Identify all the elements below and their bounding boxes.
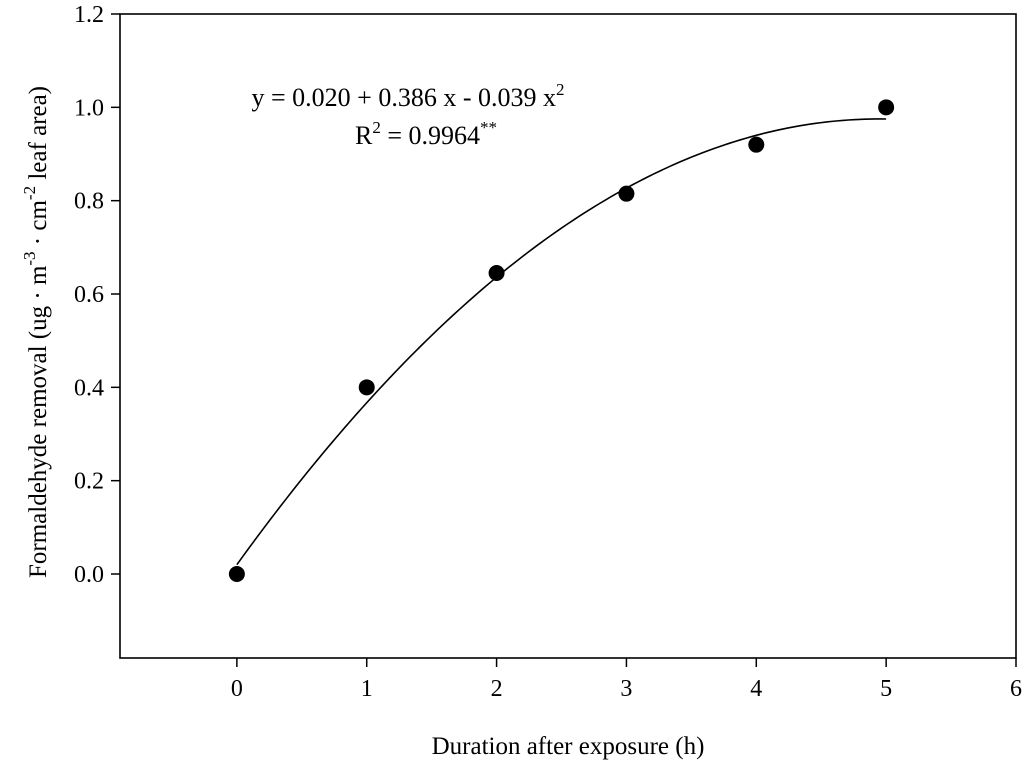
data-point [228, 566, 245, 582]
points-layer [228, 99, 895, 582]
y-tick-label: 0.2 [74, 469, 104, 495]
y-tick-label: 0.6 [74, 282, 104, 308]
x-tick-label: 1 [361, 676, 373, 702]
data-point [358, 379, 375, 396]
r-squared-label: R2 = 0.9964** [355, 118, 497, 150]
x-tick-label: 2 [491, 676, 503, 702]
x-tick-label: 0 [231, 676, 243, 702]
y-tick-label: 1.2 [74, 2, 104, 28]
y-tick-label: 0.4 [74, 375, 104, 401]
plot-area-border [119, 13, 1017, 659]
fit-equation: y = 0.020 + 0.386 x - 0.039 x2 [252, 80, 565, 112]
y-tick-label: 0.8 [74, 189, 104, 215]
fit-layer [236, 118, 887, 566]
data-point [878, 99, 895, 116]
x-axis-ticks: 0 1 2 3 4 5 6 [231, 658, 1022, 702]
data-point [748, 136, 765, 153]
y-tick-label: 0.0 [74, 562, 104, 588]
y-tick-label: 1.0 [74, 95, 104, 121]
plot-frame [119, 13, 1017, 659]
x-tick-label: 6 [1010, 676, 1022, 702]
y-axis-ticks: 0.0 0.2 0.4 0.6 0.8 1.0 1.2 [74, 2, 120, 588]
x-tick-label: 4 [750, 676, 762, 702]
x-tick-label: 5 [880, 676, 892, 702]
x-tick-label: 3 [620, 676, 632, 702]
y-axis-label: Formaldehyde removal (ug · m-3 · cm-2 le… [20, 86, 52, 578]
data-point [618, 185, 635, 202]
fit-curve [236, 118, 887, 566]
x-axis-label: Duration after exposure (h) [432, 733, 705, 760]
data-point [488, 265, 505, 281]
